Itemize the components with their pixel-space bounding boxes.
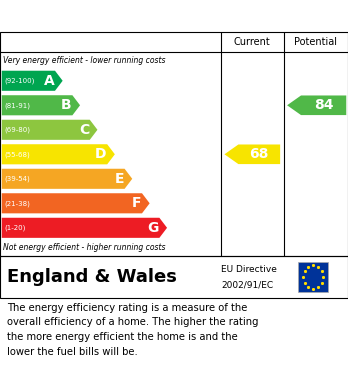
Text: F: F bbox=[132, 196, 141, 210]
Text: The energy efficiency rating is a measure of the
overall efficiency of a home. T: The energy efficiency rating is a measur… bbox=[7, 303, 259, 357]
Polygon shape bbox=[2, 193, 150, 213]
Bar bbox=[299, 262, 328, 292]
Text: E: E bbox=[114, 172, 124, 186]
Text: 68: 68 bbox=[250, 147, 269, 161]
Polygon shape bbox=[2, 120, 97, 140]
Text: G: G bbox=[147, 221, 159, 235]
Polygon shape bbox=[2, 169, 132, 189]
Polygon shape bbox=[287, 95, 346, 115]
Text: (39-54): (39-54) bbox=[5, 176, 30, 182]
Polygon shape bbox=[2, 218, 167, 238]
Text: 84: 84 bbox=[314, 98, 333, 112]
Text: England & Wales: England & Wales bbox=[7, 268, 177, 286]
Text: (21-38): (21-38) bbox=[5, 200, 30, 206]
Text: Energy Efficiency Rating: Energy Efficiency Rating bbox=[10, 9, 220, 23]
Text: (69-80): (69-80) bbox=[5, 127, 31, 133]
Polygon shape bbox=[2, 144, 115, 164]
Text: (1-20): (1-20) bbox=[5, 224, 26, 231]
Text: (55-68): (55-68) bbox=[5, 151, 30, 158]
Polygon shape bbox=[2, 71, 63, 91]
Text: 2002/91/EC: 2002/91/EC bbox=[221, 281, 273, 290]
Polygon shape bbox=[224, 145, 280, 164]
Text: Not energy efficient - higher running costs: Not energy efficient - higher running co… bbox=[3, 243, 166, 252]
Text: Very energy efficient - lower running costs: Very energy efficient - lower running co… bbox=[3, 56, 166, 65]
Polygon shape bbox=[2, 95, 80, 115]
Text: B: B bbox=[61, 98, 72, 112]
Text: Potential: Potential bbox=[294, 37, 337, 47]
Text: C: C bbox=[79, 123, 89, 137]
Text: (81-91): (81-91) bbox=[5, 102, 31, 109]
Text: Current: Current bbox=[234, 37, 271, 47]
Text: D: D bbox=[95, 147, 106, 161]
Text: A: A bbox=[44, 74, 54, 88]
Text: (92-100): (92-100) bbox=[5, 77, 35, 84]
Text: EU Directive: EU Directive bbox=[221, 265, 277, 274]
